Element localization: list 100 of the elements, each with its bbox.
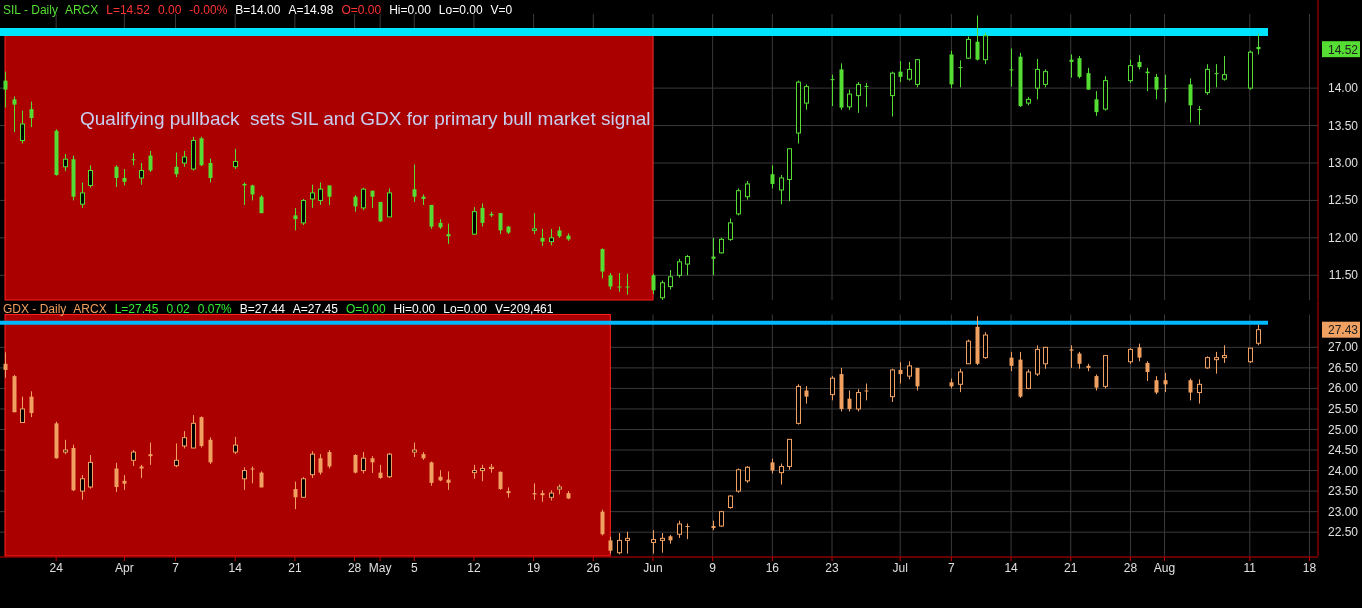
y-tick-label: 23.50 (1327, 484, 1359, 499)
candlestick (250, 465, 255, 484)
candlestick (174, 152, 179, 178)
y-tick-label: 25.50 (1327, 401, 1359, 416)
candlestick (1222, 55, 1227, 82)
candlestick (20, 396, 25, 424)
x-tick-label: 28 (347, 561, 362, 575)
x-tick-label: 28 (1123, 561, 1138, 575)
candlestick (3, 351, 8, 379)
x-tick-label: 21 (288, 561, 302, 575)
candlestick (293, 207, 298, 231)
y-tick-label: 26.00 (1327, 381, 1359, 396)
candlestick (301, 198, 306, 226)
y-tick-label: 25.00 (1327, 422, 1359, 437)
x-tick-label: 7 (172, 561, 180, 575)
candlestick (625, 531, 630, 555)
x-tick-label: 26 (586, 561, 601, 575)
x-tick-label: 14 (228, 561, 243, 575)
text: 14.52 (1327, 42, 1359, 57)
y-tick-label: 12.50 (1327, 193, 1359, 208)
annotation: Qualifying pullback sets SIL and GDX for primary bull market signal (80, 108, 651, 129)
candlestick (958, 59, 963, 88)
candlestick (446, 470, 451, 491)
candlestick (80, 181, 85, 209)
candlestick (233, 148, 238, 170)
x-tick-label: 9 (709, 561, 717, 575)
candlestick (651, 273, 656, 295)
candlestick (387, 187, 392, 218)
candlestick (310, 184, 315, 209)
candlestick (770, 164, 775, 189)
candlestick (728, 217, 733, 242)
candlestick (532, 212, 537, 235)
candlestick (12, 95, 17, 133)
candlestick (318, 453, 323, 476)
y-tick-label: 24.00 (1327, 463, 1359, 478)
candlestick (898, 361, 903, 384)
candlestick (1188, 378, 1193, 401)
candlestick (745, 180, 750, 201)
x-tick-label: 16 (765, 561, 780, 575)
candlestick (617, 272, 622, 293)
candlestick (617, 532, 622, 555)
candlestick (1035, 58, 1040, 100)
candlestick (907, 61, 912, 82)
y-tick-label: 24.50 (1327, 443, 1359, 458)
candlestick (958, 368, 963, 393)
candlestick (20, 110, 25, 145)
candlestick (1205, 63, 1210, 96)
candlestick (1086, 67, 1091, 91)
candlestick (3, 71, 8, 109)
x-tick-label: 18 (1302, 561, 1317, 575)
y-tick-label: 11.50 (1328, 268, 1359, 283)
candlestick (983, 331, 988, 360)
candlestick (242, 466, 247, 491)
candlestick (856, 81, 861, 114)
candlestick (966, 35, 971, 60)
x-tick-label: 5 (410, 561, 418, 575)
candlestick (1197, 378, 1202, 405)
candlestick (88, 164, 93, 189)
candlestick (387, 452, 392, 479)
candlestick (293, 481, 298, 510)
x-tick-label: Apr (115, 561, 134, 575)
candlestick (498, 470, 503, 491)
candlestick (660, 532, 665, 554)
candlestick (736, 187, 741, 216)
x-tick-label: 14 (1004, 561, 1019, 575)
candlestick (779, 463, 784, 486)
x-tick-label: 11 (1243, 561, 1257, 575)
candlestick (864, 82, 869, 108)
candlestick (318, 181, 323, 206)
x-tick-label: 12 (467, 561, 481, 575)
x-tick-label: Aug (1153, 561, 1176, 575)
candlestick (1145, 360, 1150, 382)
candlestick (660, 280, 665, 301)
candlestick (966, 339, 971, 365)
x-tick-label: 23 (825, 561, 840, 575)
candlestick (208, 158, 213, 183)
candlestick (830, 74, 835, 107)
text: 27.43 (1327, 323, 1359, 338)
candlestick (1128, 59, 1133, 84)
y-tick-label: 27.00 (1327, 340, 1359, 355)
candlestick (1009, 47, 1014, 88)
candlestick (148, 150, 153, 173)
candlestick (131, 152, 136, 166)
x-tick-label: Jun (643, 561, 663, 575)
candlestick (600, 247, 605, 279)
candlestick (898, 60, 903, 83)
candlestick (139, 162, 144, 186)
candlestick (1069, 344, 1074, 369)
candlestick (301, 476, 306, 499)
candlestick (480, 202, 485, 228)
y-tick-label: 23.00 (1327, 504, 1359, 519)
candlestick (668, 269, 673, 291)
x-tick-label: Jul (892, 561, 908, 575)
candlestick (975, 15, 980, 61)
candlestick (856, 388, 861, 412)
candlestick (80, 474, 85, 501)
candlestick (361, 451, 366, 474)
candlestick (651, 529, 656, 555)
candlestick (472, 206, 477, 236)
candlestick (736, 468, 741, 494)
